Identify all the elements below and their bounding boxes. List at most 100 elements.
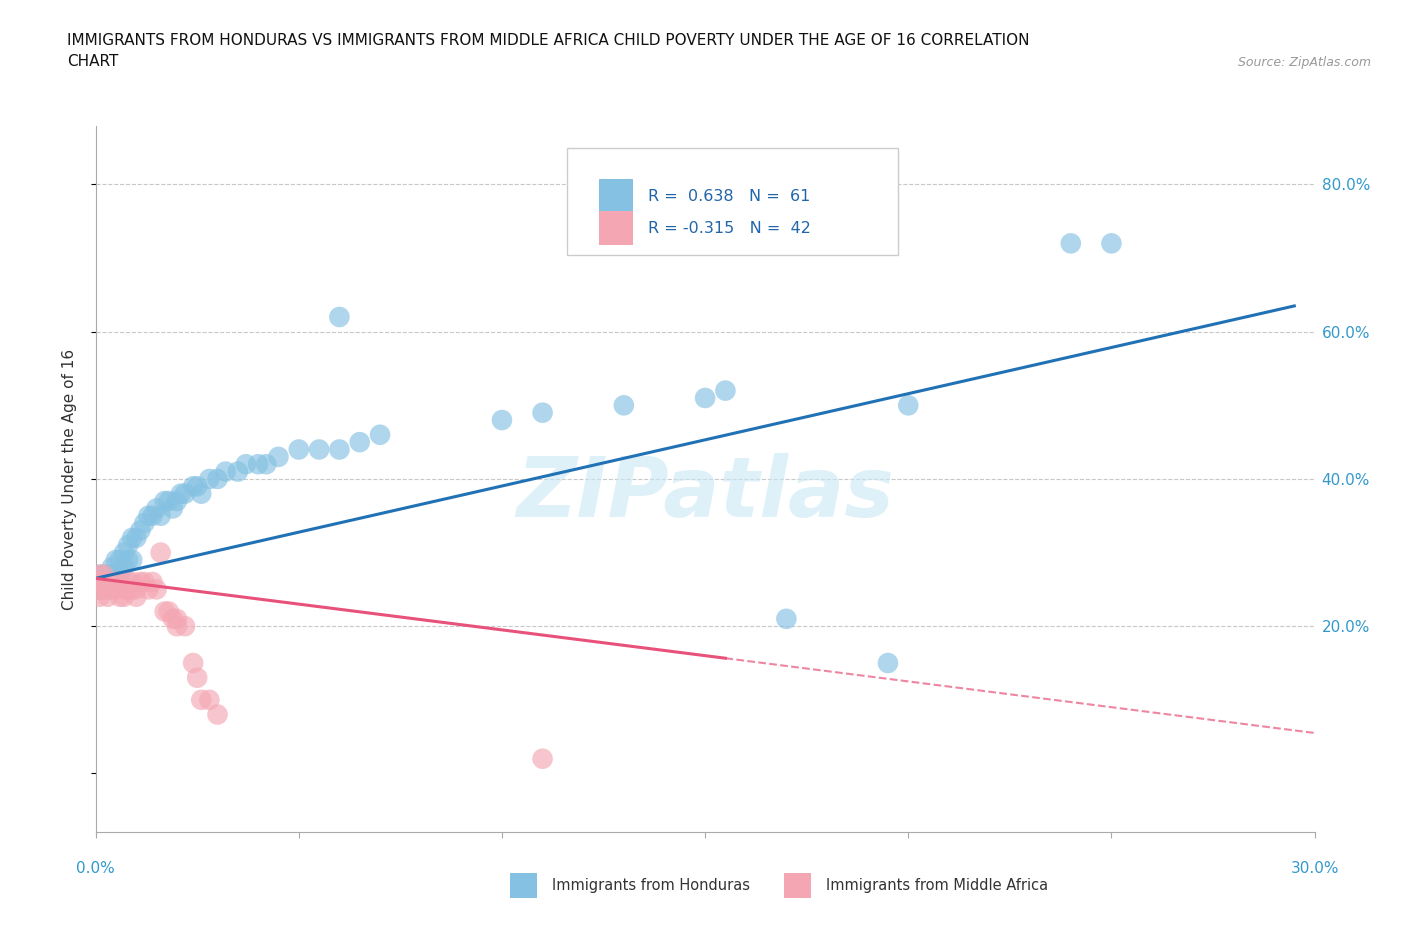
Text: Immigrants from Honduras: Immigrants from Honduras [551, 878, 749, 893]
Y-axis label: Child Poverty Under the Age of 16: Child Poverty Under the Age of 16 [62, 349, 77, 609]
Point [108, 552, 131, 567]
Point [108, 575, 131, 590]
Point [162, 501, 184, 516]
Bar [510, 873, 537, 897]
Point [112, 545, 135, 560]
Point [214, 464, 236, 479]
Text: R =  0.638   N =  61: R = 0.638 N = 61 [648, 189, 810, 204]
Bar [785, 873, 811, 897]
Text: 0.0%: 0.0% [76, 860, 115, 876]
Point [121, 530, 143, 545]
Point [112, 560, 135, 575]
Point [97, 567, 120, 582]
FancyBboxPatch shape [568, 148, 897, 255]
Point [93, 575, 115, 590]
Point [129, 523, 152, 538]
Point [226, 464, 249, 479]
Point [491, 413, 513, 428]
Point [166, 494, 188, 509]
Point [121, 552, 143, 567]
Point [157, 494, 180, 509]
Point [104, 575, 127, 590]
Text: R = -0.315   N =  42: R = -0.315 N = 42 [648, 220, 811, 235]
Point [1101, 236, 1123, 251]
Point [117, 575, 139, 590]
Point [141, 509, 163, 524]
Point [198, 692, 221, 708]
Point [108, 590, 131, 604]
Point [153, 494, 176, 509]
Point [207, 472, 229, 486]
Bar [599, 179, 633, 213]
Point [104, 552, 127, 567]
Point [166, 611, 188, 626]
Point [112, 590, 135, 604]
Point [613, 398, 636, 413]
Point [108, 567, 131, 582]
Point [97, 582, 120, 597]
Point [149, 545, 172, 560]
Point [181, 656, 204, 671]
Point [104, 582, 127, 597]
Point [97, 590, 120, 604]
Point [101, 575, 124, 590]
Point [134, 516, 156, 531]
Text: ZIPatlas: ZIPatlas [516, 453, 894, 534]
Point [89, 582, 111, 597]
Point [349, 434, 371, 449]
Point [89, 590, 111, 604]
Point [101, 567, 124, 582]
Point [101, 575, 124, 590]
Point [267, 449, 290, 464]
Bar [599, 211, 633, 245]
Point [695, 391, 717, 405]
Point [157, 604, 180, 619]
Point [93, 575, 115, 590]
Point [104, 575, 127, 590]
Text: IMMIGRANTS FROM HONDURAS VS IMMIGRANTS FROM MIDDLE AFRICA CHILD POVERTY UNDER TH: IMMIGRANTS FROM HONDURAS VS IMMIGRANTS F… [67, 33, 1031, 69]
Point [368, 428, 391, 443]
Point [308, 442, 330, 457]
Point [247, 457, 270, 472]
Point [117, 582, 139, 597]
Point [138, 582, 160, 597]
Point [125, 590, 148, 604]
Point [153, 604, 176, 619]
Point [101, 560, 124, 575]
Point [162, 611, 184, 626]
Point [97, 582, 120, 597]
Point [89, 582, 111, 597]
Point [121, 582, 143, 597]
Point [181, 479, 204, 494]
Point [288, 442, 311, 457]
Point [93, 582, 115, 597]
Point [112, 582, 135, 597]
Point [198, 472, 221, 486]
Point [328, 310, 350, 325]
Point [897, 398, 920, 413]
Point [97, 575, 120, 590]
Text: Immigrants from Middle Africa: Immigrants from Middle Africa [825, 878, 1047, 893]
Point [775, 611, 797, 626]
Point [125, 582, 148, 597]
Point [714, 383, 737, 398]
Point [104, 567, 127, 582]
Point [101, 582, 124, 597]
Point [877, 656, 900, 671]
Point [254, 457, 277, 472]
Point [1060, 236, 1083, 251]
Point [138, 509, 160, 524]
Point [186, 671, 208, 685]
Point [121, 575, 143, 590]
Point [174, 618, 197, 633]
Point [97, 575, 120, 590]
Point [328, 442, 350, 457]
Point [93, 567, 115, 582]
Point [166, 618, 188, 633]
Point [531, 751, 554, 766]
Point [149, 509, 172, 524]
Text: 30.0%: 30.0% [1291, 860, 1339, 876]
Point [134, 575, 156, 590]
Point [145, 582, 167, 597]
Point [235, 457, 257, 472]
